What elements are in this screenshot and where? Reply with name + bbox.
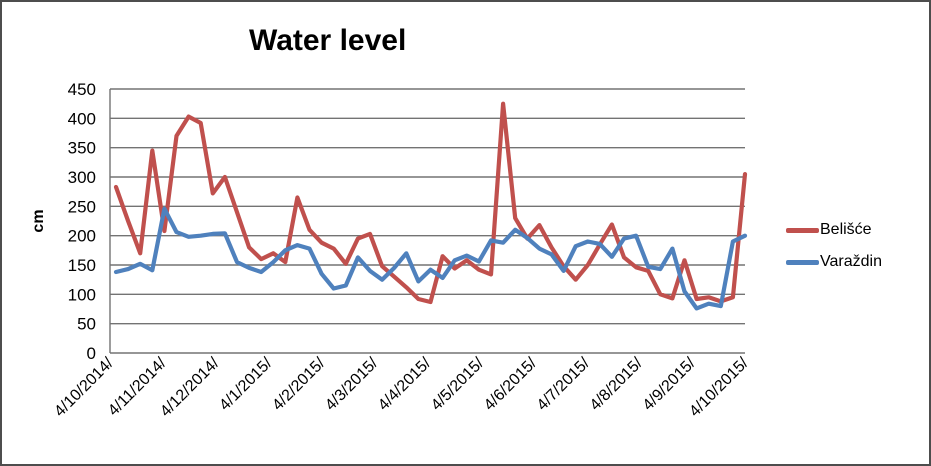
x-tick-label: 4/5/2015/ — [428, 354, 488, 414]
y-tick-label: 300 — [68, 168, 96, 187]
y-tick-label: 50 — [77, 315, 96, 334]
legend-item-varazdin: Varaždin — [786, 253, 882, 271]
y-tick-label: 100 — [68, 285, 96, 304]
x-tick-label: 4/7/2015/ — [534, 354, 594, 414]
legend-label-belisce: Belišće — [820, 221, 872, 238]
y-tick-label: 150 — [68, 256, 96, 275]
y-tick-label: 0 — [87, 344, 96, 363]
y-tick-label: 250 — [68, 197, 96, 216]
x-tick-label: 4/6/2015/ — [481, 354, 541, 414]
x-tick-label: 4/1/2015/ — [216, 354, 276, 414]
y-tick-label: 350 — [68, 139, 96, 158]
belisce-line-swatch — [786, 227, 819, 233]
varazdin-line-swatch — [786, 259, 819, 265]
chart-title: Water level — [249, 24, 407, 57]
y-tick-label: 400 — [68, 109, 96, 128]
x-tick-label: 4/2/2015/ — [269, 354, 329, 414]
y-tick-label: 200 — [68, 227, 96, 246]
x-tick-label: 4/8/2015/ — [587, 354, 647, 414]
legend-label-varazdin: Varaždin — [820, 253, 882, 270]
x-tick-label: 4/3/2015/ — [322, 354, 382, 414]
y-axis-title: cm — [30, 209, 47, 232]
belisce-line — [113, 101, 748, 305]
y-tick-label: 450 — [68, 80, 96, 99]
legend-item-belisce: Belišće — [786, 221, 872, 239]
x-tick-label: 4/4/2015/ — [375, 354, 435, 414]
varazdin-line — [113, 206, 748, 311]
